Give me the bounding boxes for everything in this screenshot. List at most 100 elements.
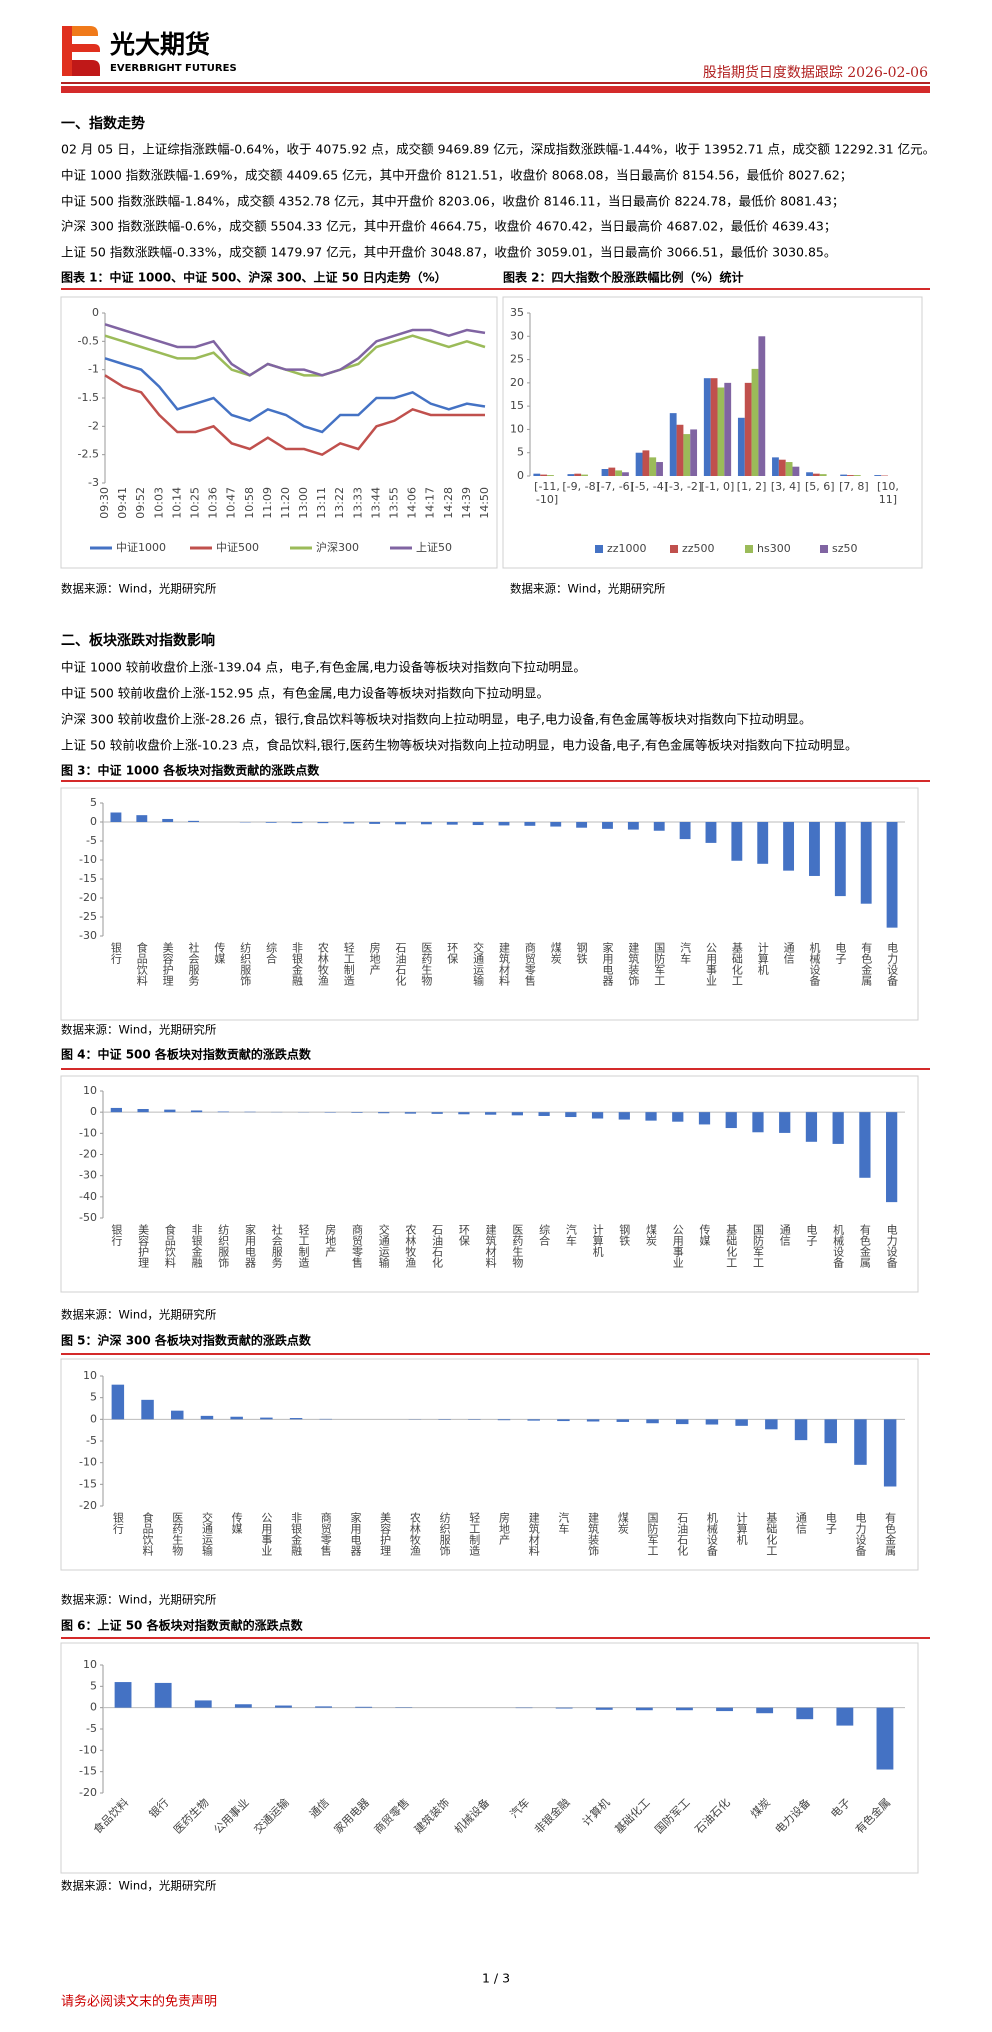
paragraph: 沪深 300 较前收盘价上涨-28.26 点，银行,食品饮料等板块对指数向上拉动… — [61, 712, 812, 727]
x-tick-label: 银行 — [111, 1511, 124, 1535]
x-tick-label: [10, 11] — [877, 480, 899, 506]
y-tick-label: -5 — [86, 834, 97, 847]
x-tick-label: 非银金融 — [291, 942, 304, 987]
x-tick-label: 商贸零售 — [523, 941, 536, 987]
legend-label: 上证50 — [416, 541, 452, 554]
x-tick-label: 计算机 — [579, 1795, 612, 1828]
x-tick-label: 非银金融 — [190, 1224, 203, 1269]
chart-source: 数据来源：Wind，光期研究所 — [510, 582, 666, 596]
x-tick-label: 通信 — [795, 1512, 808, 1535]
x-tick-label: 纺织服饰 — [217, 1223, 230, 1268]
bar — [847, 475, 854, 476]
bar — [840, 474, 848, 476]
y-tick-label: -10 — [79, 1743, 97, 1756]
bar — [751, 368, 759, 476]
chart-frame — [60, 1075, 919, 1293]
series-line — [104, 374, 485, 457]
chart-source: 数据来源：Wind，光期研究所 — [61, 1879, 217, 1893]
paragraph: 中证 500 较前收盘价上涨-152.95 点，有色金属,电力设备等板块对指数向… — [61, 686, 549, 701]
y-tick-label: -15 — [79, 1765, 97, 1778]
bar — [806, 472, 813, 476]
bar — [656, 462, 663, 476]
bar — [635, 452, 643, 476]
x-tick-label: 14:39 — [460, 487, 473, 519]
bar — [574, 473, 582, 476]
x-tick-label: 轻工制造 — [468, 1511, 481, 1556]
header-bar — [61, 86, 930, 93]
y-tick-label: -15 — [79, 872, 97, 885]
bar — [772, 457, 779, 476]
bar — [679, 822, 691, 840]
x-tick-label: 汽车 — [564, 1223, 577, 1247]
x-tick-label: 公用事业 — [211, 1796, 251, 1836]
x-tick-label: 国防军工 — [646, 1512, 659, 1556]
x-tick-label: 石油石化 — [676, 1512, 689, 1557]
bar — [705, 1419, 719, 1425]
y-tick-label: 0 — [90, 1701, 97, 1714]
section-title: 二、板块涨跌对指数影响 — [61, 632, 215, 649]
bar — [576, 822, 588, 828]
x-tick-label: 基础化工 — [612, 1795, 653, 1836]
x-tick-label: 基础化工 — [725, 1224, 738, 1268]
bar — [472, 822, 484, 826]
bar — [703, 378, 711, 476]
chart-frame — [60, 1642, 919, 1874]
x-tick-label: 13:44 — [369, 487, 382, 519]
x-tick-label: 家用电器 — [349, 1511, 362, 1557]
bar — [595, 1707, 613, 1710]
paragraph: 上证 50 指数涨跌幅-0.33%，成交额 1479.97 亿元，其中开盘价 3… — [61, 245, 836, 260]
bar — [642, 450, 650, 476]
bar — [431, 1112, 443, 1114]
x-tick-label: 13:33 — [351, 487, 364, 519]
x-tick-label: 食品饮料 — [163, 1223, 176, 1269]
x-tick-label: 14:17 — [424, 487, 437, 519]
x-tick-label: 计算机 — [591, 1224, 604, 1257]
x-tick-label: 房地产 — [324, 1224, 337, 1258]
x-tick-label: 轻工制造 — [342, 941, 355, 986]
x-tick-label: 通信 — [782, 942, 795, 965]
bar — [672, 1112, 684, 1122]
x-tick-label: [-9, -8] — [562, 480, 600, 493]
paragraph: 02 月 05 日，上证综指涨跌幅-0.64%，收于 4075.92 点，成交额… — [61, 142, 935, 157]
x-tick-label: 商贸零售 — [371, 1795, 412, 1836]
x-tick-label: 纺织服饰 — [239, 941, 252, 986]
chart-title: 图表 2：四大指数个股涨跌幅比例（%）统计 — [503, 270, 744, 285]
bar — [783, 822, 795, 871]
x-tick-label: 计算机 — [756, 942, 769, 975]
bar — [646, 1419, 659, 1424]
x-tick-label: 医药生物 — [171, 1512, 184, 1556]
y-tick-label: 10 — [510, 422, 524, 435]
y-tick-label: -3 — [88, 476, 99, 489]
y-tick-label: 30 — [510, 329, 524, 342]
bar — [446, 822, 458, 825]
bar — [735, 1419, 748, 1426]
x-tick-label: 煤炭 — [549, 942, 562, 965]
bar — [524, 822, 536, 826]
x-tick-label: [5, 6] — [804, 480, 835, 493]
x-tick-label: 09:52 — [134, 487, 147, 519]
bar — [836, 1707, 854, 1726]
bar — [141, 1399, 154, 1420]
x-tick-label: 公用事业 — [671, 1224, 684, 1268]
bar — [458, 1112, 470, 1115]
chart-frame — [60, 787, 919, 1021]
x-tick-label: [3, 4] — [770, 480, 801, 493]
x-tick-label: 电力设备 — [772, 1795, 813, 1836]
bar — [794, 1419, 808, 1441]
x-tick-label: 美容护理 — [379, 1512, 392, 1556]
chart-title: 图 6：上证 50 各板块对指数贡献的涨跌点数 — [61, 1618, 304, 1633]
y-tick-label: 10 — [83, 1369, 97, 1382]
x-tick-label: 医药生物 — [420, 942, 433, 986]
x-tick-label: 汽车 — [679, 941, 692, 965]
section-title: 一、指数走势 — [61, 115, 145, 132]
chart-title: 图 3：中证 1000 各板块对指数贡献的涨跌点数 — [61, 763, 320, 778]
x-tick-label: 纺织服饰 — [438, 1511, 451, 1556]
x-tick-label: 14:28 — [442, 487, 455, 519]
chart-title: 图 5：沪深 300 各板块对指数贡献的涨跌点数 — [61, 1333, 312, 1348]
y-tick-label: 0 — [90, 1105, 97, 1118]
x-tick-label-box: [5, 6] — [804, 480, 835, 493]
x-tick-label: 基础化工 — [730, 942, 743, 986]
x-tick-label: 14:50 — [478, 487, 491, 519]
x-tick-label: 钢铁 — [575, 942, 588, 964]
x-tick-label: [-7, -6] — [596, 480, 634, 493]
